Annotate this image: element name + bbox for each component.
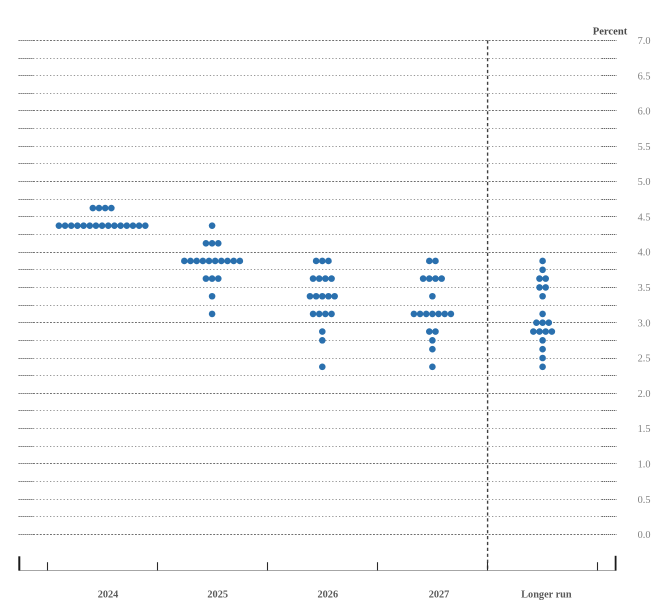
svg-text:0.5: 0.5 (638, 495, 651, 506)
svg-text:2.0: 2.0 (638, 389, 651, 400)
svg-text:5.0: 5.0 (638, 177, 651, 188)
svg-text:1.5: 1.5 (638, 424, 651, 435)
svg-text:2024: 2024 (98, 589, 119, 600)
svg-text:2026: 2026 (318, 589, 339, 600)
svg-text:6.0: 6.0 (638, 107, 651, 118)
svg-text:2027: 2027 (429, 589, 450, 600)
svg-text:4.0: 4.0 (638, 248, 651, 259)
svg-text:1.0: 1.0 (638, 460, 651, 471)
svg-text:Percent: Percent (593, 26, 628, 37)
svg-text:2025: 2025 (207, 589, 228, 600)
svg-text:3.5: 3.5 (638, 283, 651, 294)
svg-text:Longer run: Longer run (521, 589, 572, 600)
svg-text:4.5: 4.5 (638, 212, 651, 223)
svg-text:7.0: 7.0 (638, 36, 651, 47)
svg-text:3.0: 3.0 (638, 318, 651, 329)
svg-text:5.5: 5.5 (638, 142, 651, 153)
svg-text:2.5: 2.5 (638, 354, 651, 365)
svg-text:0.0: 0.0 (638, 530, 651, 541)
svg-text:6.5: 6.5 (638, 71, 651, 82)
